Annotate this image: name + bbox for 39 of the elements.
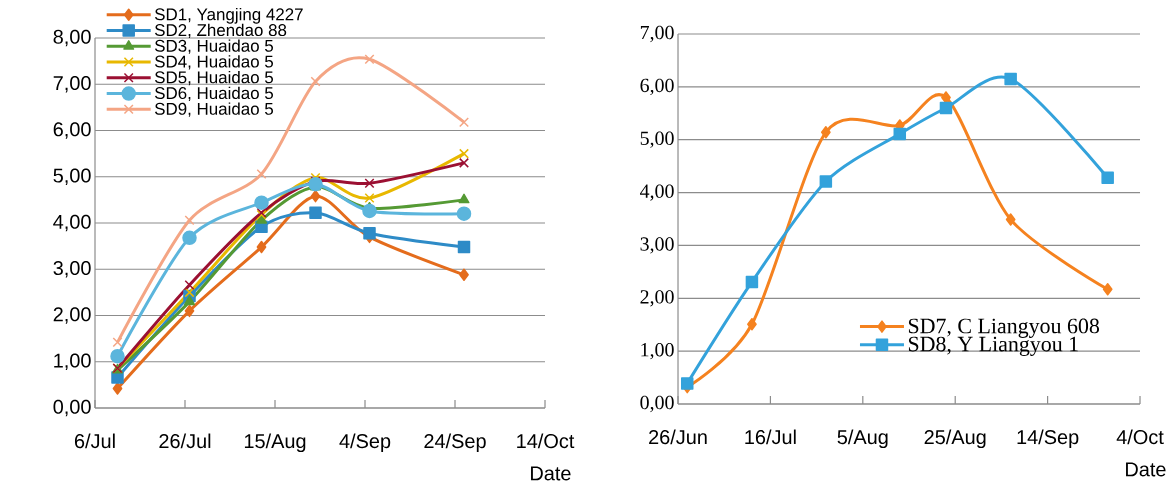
x-tick-label: 25/Aug	[924, 429, 986, 449]
x-tick-label: 14/Oct	[517, 433, 575, 449]
x-tick-label: 6/Jul	[74, 433, 115, 449]
x-axis-title: Date	[531, 466, 571, 481]
y-tick-label: 2,00	[53, 307, 91, 324]
legend-label: SD1, Yangjing 4227	[154, 7, 303, 24]
y-tick-label: 6,00	[640, 78, 674, 96]
y-tick-label: 2,00	[640, 290, 674, 307]
x-tick-label: 15/Aug	[244, 433, 306, 453]
y-tick-label: 0,00	[53, 399, 91, 417]
legend-label: SD3, Huaidao 5	[154, 39, 274, 54]
x-tick-label: 4/Sep	[339, 433, 391, 453]
x-tick-label: 5/Aug	[837, 429, 888, 449]
x-tick-label: 26/Jun	[649, 429, 707, 445]
y-tick-label: 7,00	[640, 25, 674, 43]
legend-label: SD6, Huaidao 5	[154, 86, 274, 102]
y-tick-label: 1,00	[641, 342, 674, 360]
legend-label: SD4, Huaidao 5	[154, 55, 274, 70]
legend-label: SD5, Huaidao 5	[154, 70, 274, 86]
y-tick-label: 0,00	[640, 395, 674, 413]
y-tick-label: 3,00	[53, 261, 91, 278]
y-tick-label: 5,00	[640, 131, 674, 148]
y-tick-label: 3,00	[640, 237, 674, 254]
legend-label: SD9, Huaidao 5	[154, 102, 274, 117]
y-tick-label: 6,00	[53, 122, 91, 139]
y-tick-label: 4,00	[640, 184, 674, 201]
y-tick-label: 4,00	[53, 214, 91, 232]
x-axis-title: Date	[1126, 462, 1166, 477]
y-tick-label: 7,00	[53, 76, 91, 93]
legend-label: SD2, Zhendao 88	[154, 23, 287, 39]
y-tick-label: 1,00	[54, 353, 91, 370]
x-tick-label: 14/Sep	[1017, 429, 1079, 449]
y-tick-label: 8,00	[53, 29, 91, 47]
y-tick-label: 5,00	[53, 168, 91, 185]
x-tick-label: 24/Sep	[424, 433, 486, 453]
x-tick-label: 26/Jul	[159, 433, 211, 449]
x-tick-label: 4/Oct	[1116, 429, 1164, 445]
legend-label: SD8, Y Liangyou 1	[908, 336, 1078, 356]
x-tick-label: 16/Jul	[745, 429, 796, 445]
